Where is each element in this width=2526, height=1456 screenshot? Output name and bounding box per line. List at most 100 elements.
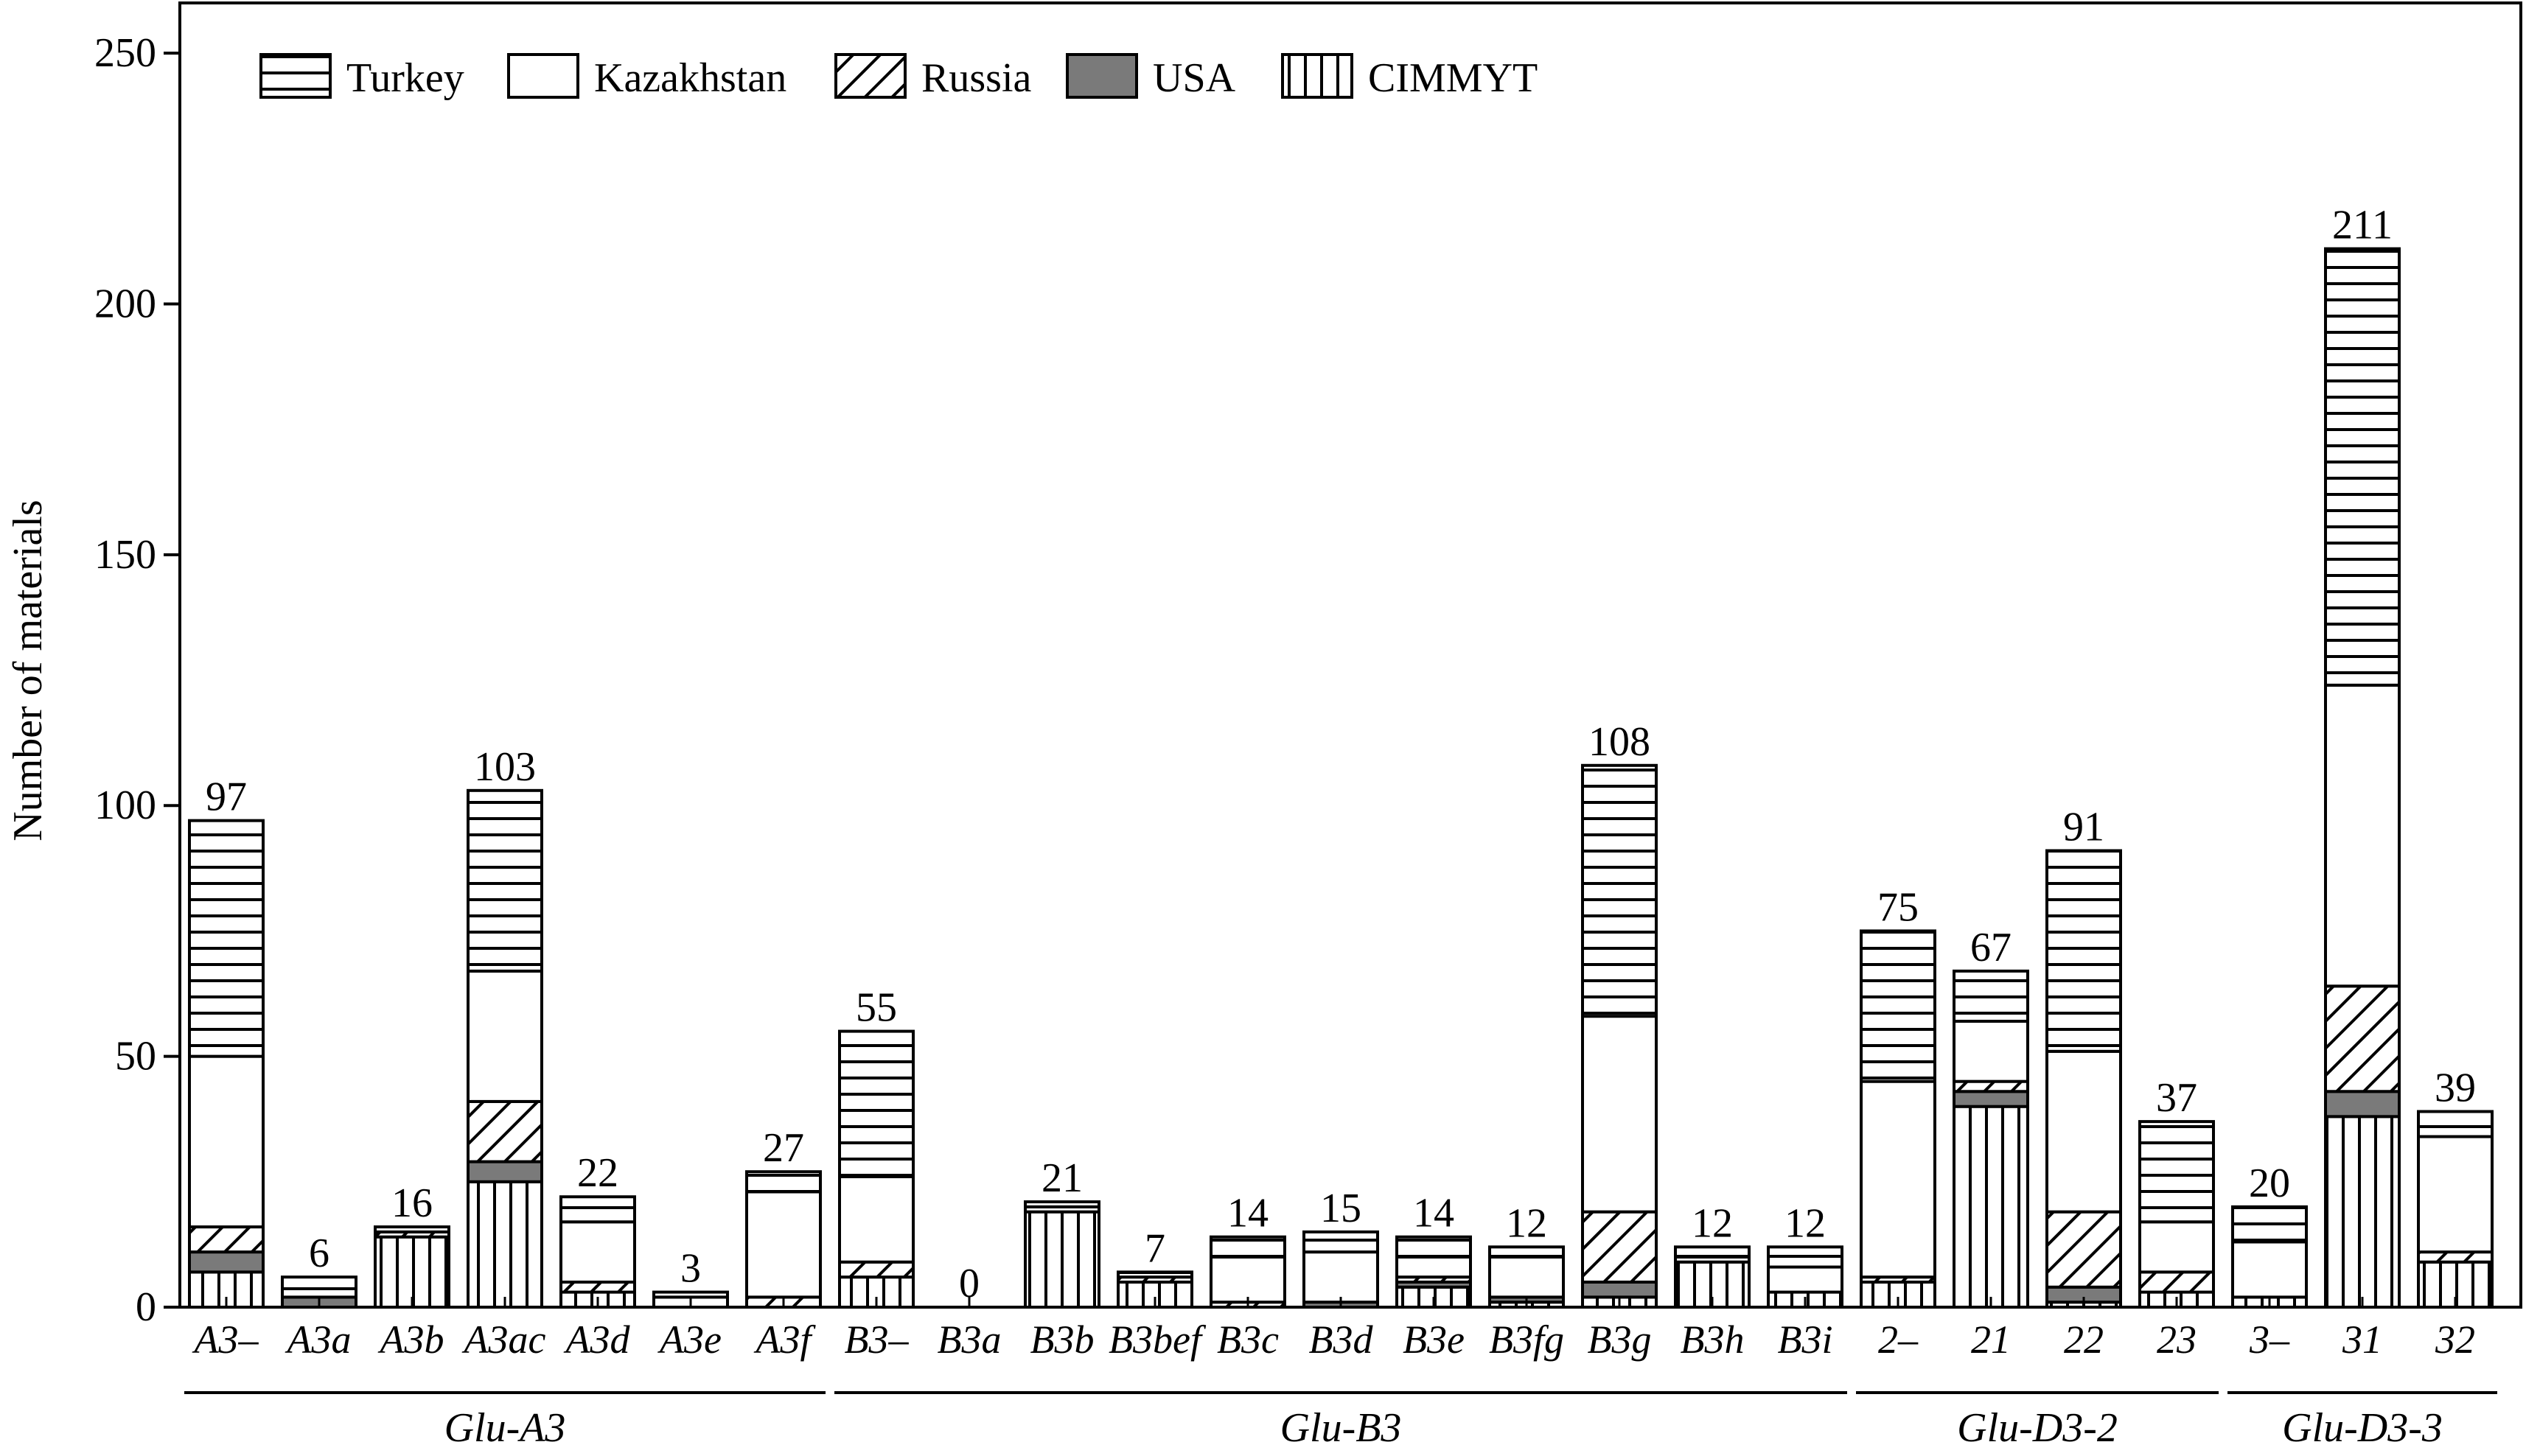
bar-total-label: 108 [1588, 719, 1650, 765]
bar-segment-russia [2324, 984, 2401, 1093]
group-label: Glu-B3 [1280, 1405, 1402, 1451]
category-label: B3fg [1489, 1317, 1564, 1362]
category-label: A3ac [462, 1317, 546, 1362]
bar-segment-usa [467, 1160, 543, 1183]
bar-segment-turkey [2045, 849, 2122, 1053]
bar-segment-kazakhstan [467, 969, 543, 1103]
category-label: A3– [192, 1317, 259, 1362]
bar-total-label: 12 [1692, 1200, 1733, 1246]
bar-segment-cimmyt [374, 1235, 450, 1309]
bar-segment-turkey [559, 1195, 636, 1224]
bar-segment-kazakhstan [745, 1190, 822, 1299]
y-axis-title: Number of materials [5, 500, 51, 841]
bar-segment-turkey [374, 1225, 450, 1233]
category-label: A3e [657, 1317, 722, 1362]
legend-label: Turkey [346, 55, 464, 101]
legend-swatch-kazakhstan [507, 53, 579, 99]
bar-segment-kazakhstan [1488, 1255, 1565, 1299]
bar-segment-turkey [1302, 1230, 1379, 1254]
bar-segment-kazakhstan [1210, 1255, 1286, 1304]
bar-total-label: 37 [2156, 1075, 2197, 1121]
bar-segment-russia [559, 1280, 636, 1294]
category-label: A3a [285, 1317, 352, 1362]
bar-segment-kazakhstan [2324, 683, 2401, 988]
bar-segment-turkey [1581, 763, 1658, 1018]
bar-segment-turkey [1210, 1235, 1286, 1259]
bar-segment-cimmyt [467, 1180, 543, 1309]
bars [188, 247, 2494, 1309]
bar-total-label: 27 [763, 1125, 804, 1171]
bar-segment-turkey [1117, 1270, 1193, 1279]
bar-total-label: 14 [1227, 1191, 1269, 1236]
bar-total-label: 67 [1970, 925, 2012, 970]
bar-segment-turkey [838, 1029, 915, 1178]
bar-segment-kazakhstan [1581, 1015, 1658, 1214]
bar-segment-kazakhstan [1767, 1265, 1843, 1294]
bar-segment-russia [467, 1099, 543, 1163]
bar-segment-cimmyt [2324, 1115, 2401, 1309]
category-label: A3f [754, 1317, 817, 1362]
category-label: B3– [845, 1317, 910, 1362]
legend-label: CIMMYT [1368, 55, 1538, 101]
bar-segment-russia [2045, 1210, 2122, 1289]
category-label: 3– [2249, 1317, 2290, 1362]
category-label: 21 [1971, 1317, 2011, 1362]
bar-total-label: 3 [680, 1246, 701, 1292]
bar-segment-kazakhstan [1302, 1250, 1379, 1304]
bar-total-label: 97 [206, 774, 247, 820]
bar-total-label: 55 [856, 985, 897, 1031]
bar-total-label: 20 [2249, 1161, 2290, 1206]
bar-segment-turkey [1674, 1245, 1751, 1259]
bar-segment-cimmyt [1024, 1210, 1100, 1309]
category-label: B3h [1681, 1317, 1745, 1362]
bar-segment-russia [2417, 1250, 2494, 1264]
y-tick-label: 50 [115, 1034, 156, 1079]
group-label: Glu-D3-3 [2282, 1405, 2443, 1451]
bar-total-label: 12 [1506, 1200, 1547, 1246]
labels: 97 A3– 6 A3a 16 A3b 103 A3ac 22 A3d 3 A3e 27 A3f 55 B3–… [192, 203, 2477, 1362]
y-tick-label: 150 [94, 532, 156, 578]
category-label: B3g [1588, 1317, 1652, 1362]
bar-segment-kazakhstan [1953, 1019, 2029, 1083]
legend-label: Kazakhstan [594, 55, 786, 101]
bar-segment-kazakhstan [1395, 1255, 1472, 1279]
y-tick-label: 0 [136, 1284, 156, 1330]
category-label: B3b [1030, 1317, 1095, 1362]
bar-segment-cimmyt [1953, 1105, 2029, 1309]
category-label: 32 [2435, 1317, 2475, 1362]
bar-segment-turkey [2417, 1110, 2494, 1138]
bar-segment-usa [1953, 1090, 2029, 1108]
bar-segment-turkey [467, 788, 543, 973]
category-label: B3e [1403, 1317, 1465, 1362]
bar-segment-kazakhstan [2138, 1220, 2215, 1274]
bar-total-label: 7 [1145, 1225, 1165, 1271]
bar-segment-kazakhstan [2045, 1049, 2122, 1214]
legend-swatch-usa [1066, 53, 1138, 99]
bar-segment-turkey [2324, 247, 2401, 687]
category-label: B3c [1217, 1317, 1279, 1362]
bar-segment-turkey [1024, 1200, 1100, 1208]
bar-segment-usa [188, 1250, 265, 1274]
y-tick-label: 100 [94, 783, 156, 828]
bar-total-label: 16 [391, 1180, 433, 1226]
bar-segment-turkey [1767, 1245, 1843, 1269]
category-label: 2– [1878, 1317, 1919, 1362]
bar-segment-turkey [1488, 1245, 1565, 1259]
category-label: B3i [1778, 1317, 1833, 1362]
group-label: Glu-A3 [444, 1405, 566, 1451]
legend-swatch-cimmyt [1281, 53, 1353, 99]
bar-segment-russia [1953, 1079, 2029, 1093]
category-label: B3d [1309, 1317, 1374, 1362]
category-label: 23 [2157, 1317, 2197, 1362]
bar-segment-kazakhstan [2417, 1135, 2494, 1254]
bar-segment-kazakhstan [838, 1175, 915, 1264]
bar-total-label: 22 [577, 1150, 618, 1196]
bar-segment-turkey [188, 819, 265, 1058]
bar-total-label: 12 [1784, 1200, 1826, 1246]
bar-segment-kazakhstan [1860, 1079, 1936, 1279]
group-label: Glu-D3-2 [1957, 1405, 2118, 1451]
bar-total-label: 75 [1877, 884, 1919, 930]
bar-segment-usa [1581, 1280, 1658, 1299]
category-label: A3b [378, 1317, 444, 1362]
bar-segment-turkey [1395, 1235, 1472, 1259]
